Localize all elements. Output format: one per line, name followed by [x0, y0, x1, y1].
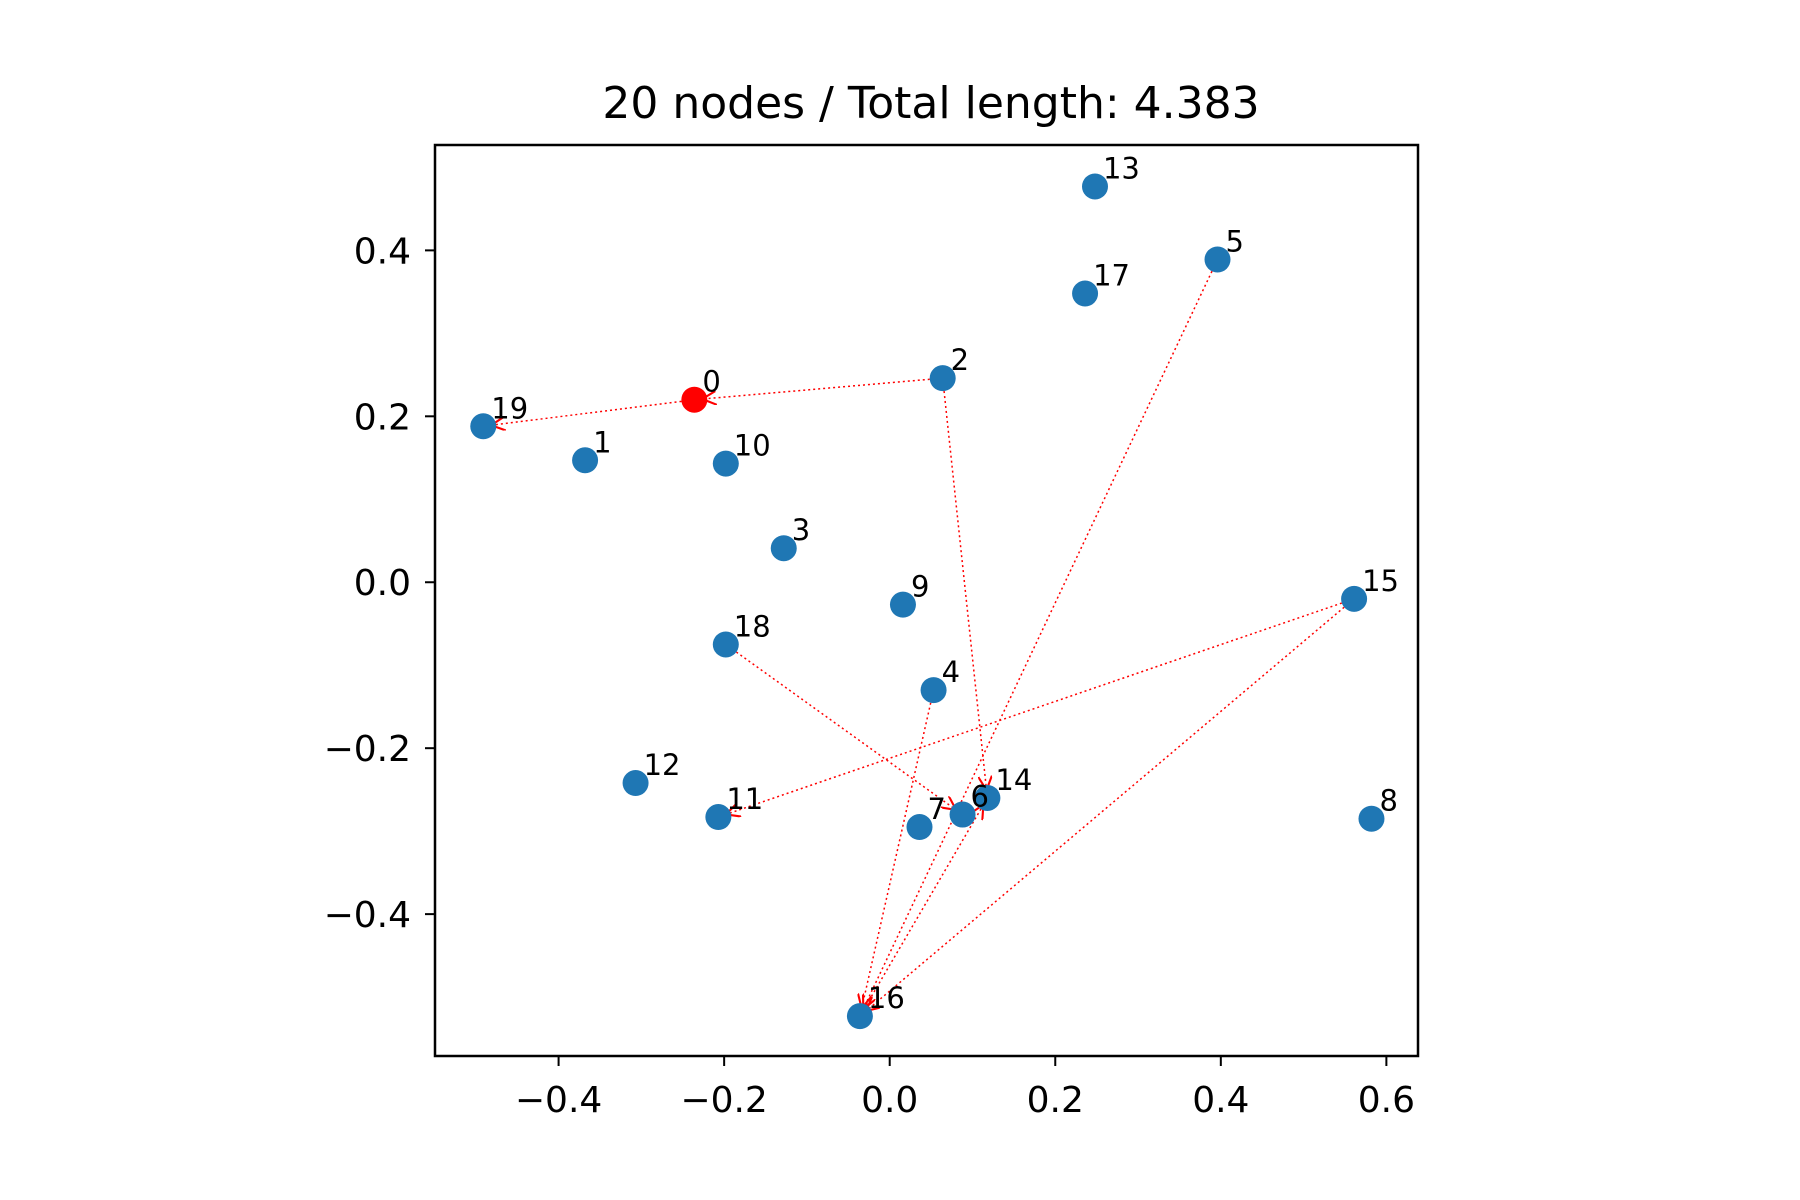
node-point-11	[705, 804, 732, 831]
start-node-point	[681, 386, 708, 413]
y-axis: 0.4 0.2 0.0 −0.2 −0.4	[324, 231, 435, 936]
node-point-9	[889, 591, 916, 618]
y-tick-label: −0.2	[324, 729, 411, 770]
x-tick-label: 0.0	[861, 1080, 918, 1121]
route-arrow-15-to-11	[726, 600, 1347, 814]
node-label-13: 13	[1103, 151, 1140, 185]
x-tick-label: −0.2	[680, 1080, 767, 1121]
node-point-3	[770, 535, 797, 562]
node-label-5: 5	[1226, 224, 1244, 258]
node-label-8: 8	[1379, 784, 1397, 818]
node-label-0: 0	[702, 365, 720, 399]
node-label-16: 16	[868, 981, 905, 1015]
plot-frame	[433, 143, 1420, 1058]
y-tick-label: 0.2	[354, 397, 411, 438]
x-axis: −0.4 −0.2 0.0 0.2 0.4 0.6	[515, 1056, 1415, 1121]
node-label-3: 3	[792, 513, 810, 547]
node-point-6	[949, 801, 976, 828]
x-tick-label: 0.4	[1192, 1080, 1249, 1121]
y-tick-label: 0.0	[354, 563, 411, 604]
route-arrow-2-to-0	[702, 378, 935, 399]
x-tick-label: 0.6	[1358, 1080, 1415, 1121]
route-arrow-4-to-16	[862, 697, 933, 1008]
node-point-15	[1341, 585, 1368, 612]
points-layer	[470, 173, 1385, 1030]
node-point-1	[572, 447, 599, 474]
node-point-16	[846, 1003, 873, 1030]
node-point-17	[1072, 280, 1099, 307]
node-label-4: 4	[942, 655, 960, 689]
node-label-9: 9	[911, 570, 929, 604]
node-label-15: 15	[1362, 564, 1399, 598]
node-point-19	[470, 413, 497, 440]
x-tick-label: 0.2	[1027, 1080, 1084, 1121]
node-label-17: 17	[1093, 259, 1130, 293]
node-point-4	[920, 677, 947, 704]
node-point-13	[1081, 173, 1108, 200]
route-arrow-5-to-16	[863, 266, 1215, 1009]
node-label-2: 2	[951, 343, 969, 377]
node-point-2	[929, 365, 956, 392]
route-layer	[491, 266, 1349, 1011]
x-tick-label: −0.4	[515, 1080, 602, 1121]
node-point-10	[712, 450, 739, 477]
node-label-14: 14	[995, 763, 1032, 797]
route-arrow-18-to-6	[731, 648, 956, 810]
y-tick-label: −0.4	[324, 895, 411, 936]
node-point-18	[712, 631, 739, 658]
chart-title: 20 nodes / Total length: 4.383	[602, 78, 1259, 129]
node-point-8	[1358, 805, 1385, 832]
node-label-12: 12	[644, 748, 681, 782]
node-label-1: 1	[593, 425, 611, 459]
node-point-7	[906, 814, 933, 841]
route-arrow-15-to-16	[866, 603, 1349, 1011]
node-label-6: 6	[971, 780, 989, 814]
node-label-19: 19	[491, 391, 528, 425]
node-label-18: 18	[734, 609, 771, 643]
y-tick-label: 0.4	[354, 231, 411, 272]
node-point-12	[622, 770, 649, 797]
node-point-5	[1204, 246, 1231, 273]
node-label-10: 10	[734, 429, 771, 463]
node-point-14	[974, 784, 1001, 811]
node-label-11: 11	[726, 782, 763, 816]
node-label-7: 7	[928, 792, 946, 826]
